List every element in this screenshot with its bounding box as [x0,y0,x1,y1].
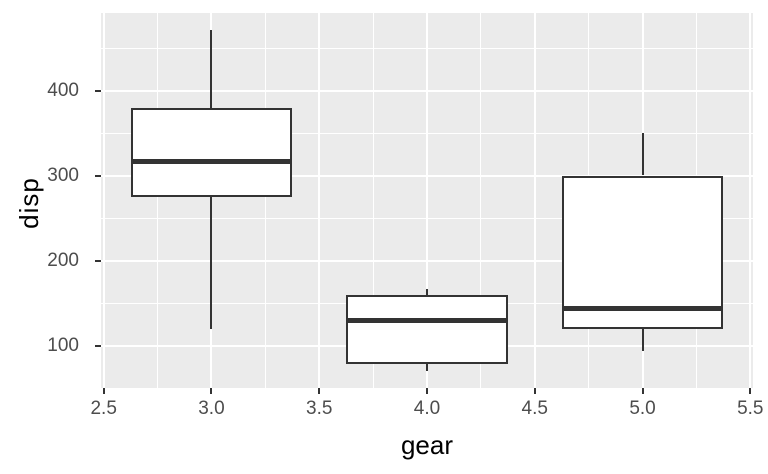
x-minor-gridline [372,13,374,388]
x-tick-label: 3.0 [198,398,225,419]
y-tick-label: 300 [47,165,79,187]
x-major-gridline [533,13,536,388]
boxplot-gear-3-upper-whisker [210,30,213,109]
boxplot-gear-3-median [130,158,293,164]
x-axis-tick [102,388,105,394]
x-minor-gridline [157,13,159,388]
y-major-gridline [101,175,753,178]
boxplot-gear-4-box [346,295,508,365]
boxplot-gear-5-lower-whisker [641,329,644,351]
boxplot-gear-4-upper-whisker [426,288,428,296]
x-tick-label: 3.5 [306,398,333,419]
y-tick-label: 200 [47,250,79,272]
x-tick-label: 4.0 [413,398,441,419]
x-major-gridline [426,13,428,388]
boxplot-gear-5-median [561,305,724,311]
boxplot-gear-5-box [561,175,724,330]
y-tick-label: 400 [47,80,79,102]
x-minor-gridline [480,13,482,388]
x-tick-label: 2.5 [90,398,117,419]
plot-panel [101,13,753,388]
y-axis-tick [95,90,101,93]
x-axis-tick [210,388,213,394]
x-major-gridline [318,13,321,388]
x-axis-tick [641,388,644,394]
x-axis-tick [426,388,428,394]
y-axis-tick [95,260,101,263]
x-major-gridline [749,13,752,388]
x-axis-title: gear [400,430,454,460]
y-major-gridline [101,90,753,93]
boxplot-gear-4-lower-whisker [426,364,428,371]
y-axis-tick [95,175,101,178]
x-axis-tick [749,388,752,394]
x-tick-label: 5.5 [737,398,764,419]
x-axis-tick [533,388,536,394]
boxplot-gear-5-upper-whisker [641,132,644,176]
boxplot-gear-3-lower-whisker [210,196,213,330]
y-axis-tick [95,345,101,348]
x-tick-label: 4.5 [521,398,548,419]
x-minor-gridline [264,13,266,388]
boxplot-gear-4-median [346,317,508,323]
x-axis-tick [318,388,321,394]
y-major-gridline [101,260,753,263]
x-major-gridline [102,13,105,388]
boxplot-gear-3-box [130,108,293,197]
y-tick-label: 100 [47,335,79,357]
x-tick-label: 5.0 [629,398,656,419]
